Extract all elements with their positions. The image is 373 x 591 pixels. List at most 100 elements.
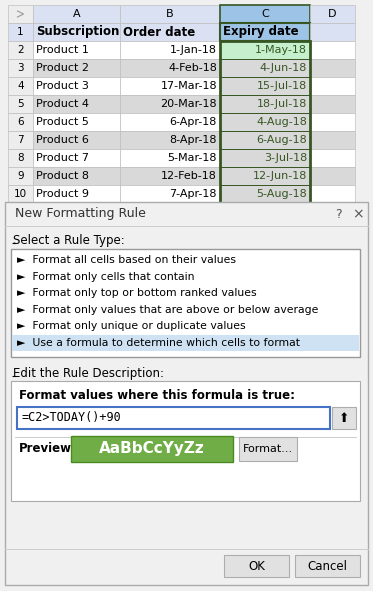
Bar bbox=[120, 149, 220, 167]
Text: Product 7: Product 7 bbox=[36, 153, 89, 163]
Text: Product 8: Product 8 bbox=[36, 171, 89, 181]
Text: 3-Jul-18: 3-Jul-18 bbox=[264, 153, 307, 163]
Bar bbox=[120, 23, 220, 41]
Text: 4-Aug-18: 4-Aug-18 bbox=[256, 117, 307, 127]
Bar bbox=[33, 149, 120, 167]
Text: AaBbCcYyZz: AaBbCcYyZz bbox=[99, 441, 205, 456]
Bar bbox=[220, 41, 310, 203]
Bar bbox=[8, 59, 33, 77]
Text: 1-Jan-18: 1-Jan-18 bbox=[170, 45, 217, 55]
Bar bbox=[33, 23, 120, 41]
Text: 4: 4 bbox=[17, 81, 24, 91]
Bar bbox=[220, 5, 310, 23]
Bar bbox=[120, 167, 220, 185]
Bar bbox=[8, 23, 33, 41]
Text: C: C bbox=[261, 9, 269, 19]
Text: 2: 2 bbox=[17, 45, 24, 55]
Bar bbox=[33, 5, 120, 23]
Text: 8-Apr-18: 8-Apr-18 bbox=[169, 135, 217, 145]
Text: 6-Aug-18: 6-Aug-18 bbox=[256, 135, 307, 145]
Text: 20-Mar-18: 20-Mar-18 bbox=[160, 99, 217, 109]
Bar bbox=[8, 41, 33, 59]
Bar bbox=[12, 335, 359, 351]
Bar bbox=[33, 167, 120, 185]
Text: 3: 3 bbox=[17, 63, 24, 73]
Text: 5: 5 bbox=[17, 99, 24, 109]
Text: 7-Apr-18: 7-Apr-18 bbox=[169, 189, 217, 199]
Bar bbox=[310, 167, 355, 185]
Bar bbox=[310, 185, 355, 203]
Text: 12-Feb-18: 12-Feb-18 bbox=[161, 171, 217, 181]
Bar bbox=[8, 77, 33, 95]
Text: 5-Aug-18: 5-Aug-18 bbox=[256, 189, 307, 199]
Text: Cancel: Cancel bbox=[307, 560, 348, 573]
Bar bbox=[220, 95, 310, 113]
Text: OK: OK bbox=[248, 560, 265, 573]
Text: B: B bbox=[166, 9, 174, 19]
Bar bbox=[33, 95, 120, 113]
Bar bbox=[8, 167, 33, 185]
Bar bbox=[310, 113, 355, 131]
Text: ×: × bbox=[352, 207, 364, 221]
Text: ►  Format only cells that contain: ► Format only cells that contain bbox=[17, 272, 194, 282]
Bar bbox=[220, 185, 310, 203]
Text: Subscription: Subscription bbox=[36, 25, 119, 38]
Text: ⬆: ⬆ bbox=[339, 411, 349, 424]
Text: 4-Feb-18: 4-Feb-18 bbox=[168, 63, 217, 73]
Text: =C2>TODAY()+90: =C2>TODAY()+90 bbox=[21, 411, 121, 424]
Bar bbox=[310, 5, 355, 23]
Bar bbox=[220, 113, 310, 131]
Text: Format...: Format... bbox=[243, 444, 293, 454]
Text: 1: 1 bbox=[17, 27, 24, 37]
Text: 6-Apr-18: 6-Apr-18 bbox=[170, 117, 217, 127]
Bar bbox=[310, 149, 355, 167]
Text: 7: 7 bbox=[17, 135, 24, 145]
Bar bbox=[120, 59, 220, 77]
Text: ?: ? bbox=[335, 207, 341, 220]
Bar bbox=[239, 437, 297, 461]
Text: Preview:: Preview: bbox=[19, 443, 77, 456]
Bar bbox=[310, 77, 355, 95]
Bar bbox=[295, 555, 360, 577]
Text: A: A bbox=[73, 9, 80, 19]
Bar bbox=[310, 23, 355, 41]
Bar bbox=[33, 131, 120, 149]
Bar bbox=[120, 131, 220, 149]
Text: Product 1: Product 1 bbox=[36, 45, 89, 55]
Bar bbox=[120, 95, 220, 113]
Bar bbox=[8, 185, 33, 203]
Text: 15-Jul-18: 15-Jul-18 bbox=[257, 81, 307, 91]
Text: ►  Format only values that are above or below average: ► Format only values that are above or b… bbox=[17, 305, 319, 315]
Text: 17-Mar-18: 17-Mar-18 bbox=[160, 81, 217, 91]
Text: Expiry date: Expiry date bbox=[223, 25, 299, 38]
Text: 12-Jun-18: 12-Jun-18 bbox=[253, 171, 307, 181]
Bar bbox=[220, 167, 310, 185]
Bar bbox=[332, 407, 356, 429]
Bar bbox=[220, 77, 310, 95]
Bar bbox=[17, 407, 330, 429]
Bar bbox=[310, 131, 355, 149]
Bar bbox=[33, 77, 120, 95]
Bar bbox=[220, 131, 310, 149]
Text: 18-Jul-18: 18-Jul-18 bbox=[257, 99, 307, 109]
Text: Product 3: Product 3 bbox=[36, 81, 89, 91]
Text: ►  Format only unique or duplicate values: ► Format only unique or duplicate values bbox=[17, 322, 246, 331]
Bar bbox=[120, 5, 220, 23]
Text: Edit the Rule Description:: Edit the Rule Description: bbox=[13, 367, 164, 380]
Bar bbox=[33, 59, 120, 77]
Bar bbox=[220, 59, 310, 77]
Bar bbox=[220, 23, 310, 41]
Text: Format values where this formula is true:: Format values where this formula is true… bbox=[19, 389, 295, 402]
Text: Select a Rule Type:: Select a Rule Type: bbox=[13, 234, 125, 247]
Bar bbox=[8, 95, 33, 113]
Text: 6: 6 bbox=[17, 117, 24, 127]
Bar bbox=[310, 59, 355, 77]
Text: Product 2: Product 2 bbox=[36, 63, 89, 73]
Bar bbox=[11, 249, 360, 357]
Bar bbox=[33, 113, 120, 131]
Text: 10: 10 bbox=[14, 189, 27, 199]
Bar bbox=[310, 95, 355, 113]
Text: 5-Mar-18: 5-Mar-18 bbox=[167, 153, 217, 163]
Bar bbox=[220, 149, 310, 167]
Text: 1-May-18: 1-May-18 bbox=[255, 45, 307, 55]
